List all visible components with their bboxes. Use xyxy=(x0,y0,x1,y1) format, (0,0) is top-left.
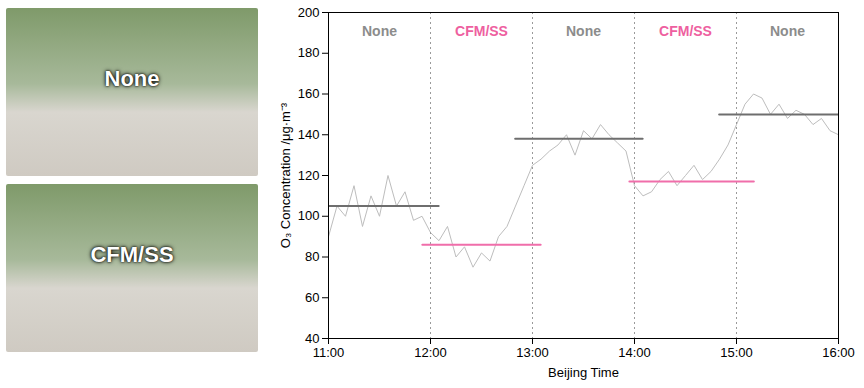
svg-text:13:00: 13:00 xyxy=(516,345,549,360)
svg-text:11:00: 11:00 xyxy=(313,345,345,360)
svg-text:None: None xyxy=(770,23,805,39)
svg-text:15:00: 15:00 xyxy=(720,345,753,360)
svg-text:160: 160 xyxy=(298,86,320,101)
svg-text:O₃ Concentration /μg·m⁻³: O₃ Concentration /μg·m⁻³ xyxy=(278,102,293,248)
svg-text:14:00: 14:00 xyxy=(618,345,651,360)
svg-text:180: 180 xyxy=(298,45,320,60)
svg-text:CFM/SS: CFM/SS xyxy=(455,23,508,39)
html-text:None: None xyxy=(104,66,160,91)
svg-text:60: 60 xyxy=(305,290,319,305)
svg-text:100: 100 xyxy=(298,208,320,223)
svg-text:Beijing Time: Beijing Time xyxy=(548,365,619,380)
svg-text:None: None xyxy=(566,23,601,39)
html-text:CFM/SS: CFM/SS xyxy=(90,242,174,267)
svg-text:140: 140 xyxy=(298,127,320,142)
svg-text:80: 80 xyxy=(305,249,319,264)
svg-text:120: 120 xyxy=(298,168,320,183)
svg-text:12:00: 12:00 xyxy=(414,345,447,360)
svg-text:CFM/SS: CFM/SS xyxy=(659,23,712,39)
svg-text:16:00: 16:00 xyxy=(822,345,855,360)
svg-text:200: 200 xyxy=(298,5,320,20)
svg-text:None: None xyxy=(362,23,397,39)
svg-text:40: 40 xyxy=(305,331,319,346)
